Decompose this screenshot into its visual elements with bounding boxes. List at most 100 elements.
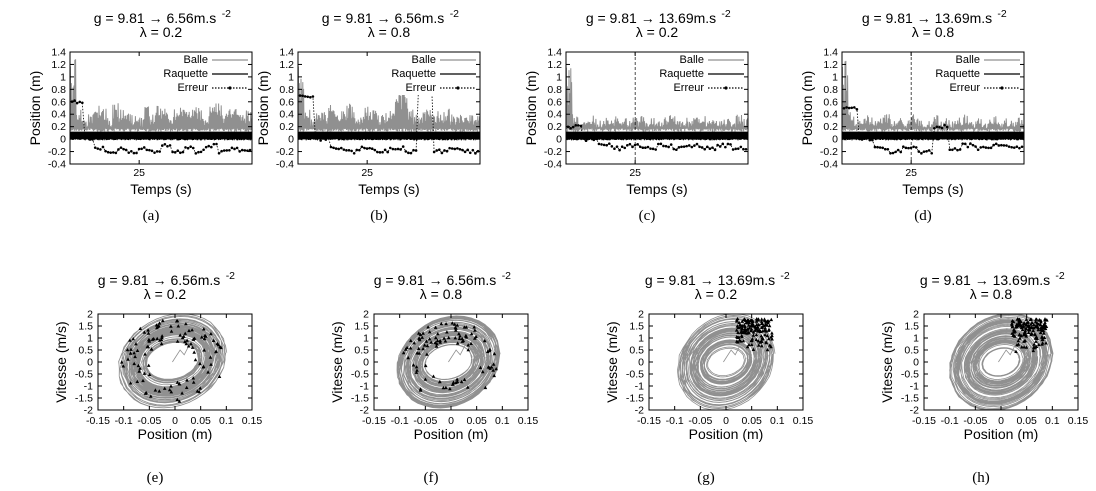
transient-trajectory	[172, 342, 191, 363]
event-marker	[1023, 328, 1027, 333]
erreur-point	[448, 146, 451, 150]
erreur-point	[130, 149, 133, 153]
erreur-point	[579, 124, 583, 128]
erreur-point	[412, 148, 415, 152]
erreur-point	[215, 142, 218, 146]
event-marker	[466, 343, 470, 347]
erreur-point	[930, 151, 934, 155]
panel-title-superscript: -2	[222, 8, 231, 20]
event-marker	[1010, 325, 1015, 329]
event-marker	[755, 328, 760, 332]
event-marker	[761, 329, 765, 333]
erreur-point	[873, 145, 877, 149]
panel-title-line1: g = 9.81 → 6.56m.s	[374, 272, 497, 288]
panel-title-line2: λ = 0.8	[970, 286, 1013, 302]
erreur-point	[620, 145, 624, 148]
event-marker	[455, 377, 459, 381]
event-marker	[734, 328, 739, 332]
y-axis-label: Vitesse (m/s)	[329, 321, 345, 402]
event-marker	[1011, 333, 1015, 337]
erreur-point	[713, 148, 717, 152]
event-marker	[414, 365, 419, 369]
erreur-point	[855, 107, 859, 111]
event-marker	[424, 339, 429, 343]
erreur-point	[155, 150, 159, 153]
event-marker	[1016, 342, 1021, 346]
legend-label-balle: Balle	[680, 54, 704, 66]
erreur-point	[360, 145, 364, 149]
x-axis-label: Position (m)	[689, 426, 764, 442]
event-marker	[766, 337, 771, 341]
erreur-point	[883, 147, 887, 151]
event-marker	[209, 362, 213, 366]
panel-caption: (d)	[914, 208, 932, 224]
y-tick-label: -1.5	[626, 393, 644, 405]
event-marker	[464, 333, 468, 338]
event-marker	[767, 324, 772, 328]
legend-label-erreur: Erreur	[673, 82, 704, 94]
event-marker	[411, 363, 416, 367]
y-tick-label: -0.5	[75, 369, 93, 381]
transient-trajectory	[723, 342, 742, 363]
x-tick-label: 0	[723, 415, 729, 427]
event-marker	[746, 318, 751, 322]
y-tick-label: 0.4	[51, 109, 66, 121]
y-tick-label: 1.5	[354, 321, 369, 333]
event-marker	[754, 333, 759, 337]
event-marker	[760, 324, 765, 329]
y-tick-label: 0.6	[51, 96, 66, 108]
erreur-point	[927, 149, 931, 152]
y-tick-label: 0.8	[279, 84, 294, 96]
panel-c: g = 9.81 → 13.69m.s -2 λ = 0.2 Balle Raquett…	[523, 8, 749, 224]
event-marker	[1034, 317, 1039, 321]
event-marker	[202, 336, 207, 341]
erreur-point	[899, 150, 903, 154]
event-marker	[749, 323, 754, 327]
event-marker	[765, 323, 769, 327]
event-marker	[427, 337, 432, 341]
erreur-point	[321, 136, 325, 140]
y-tick-label: -0.5	[626, 369, 644, 381]
y-tick-label: 1.2	[823, 59, 838, 71]
event-marker	[735, 318, 739, 322]
event-marker	[1019, 319, 1023, 323]
event-marker	[450, 321, 455, 325]
event-marker	[1019, 326, 1024, 330]
event-marker	[149, 347, 154, 351]
erreur-point	[951, 148, 954, 152]
erreur-point	[574, 124, 578, 127]
erreur-point	[303, 95, 307, 98]
y-tick-label: -1	[910, 381, 919, 393]
y-tick-label: 0.4	[279, 109, 294, 121]
erreur-point	[994, 142, 998, 146]
event-marker	[759, 321, 764, 325]
event-marker	[747, 343, 751, 347]
panel-g: g = 9.81 → 13.69m.s -2λ = 0.221.510.50-0.…	[604, 270, 813, 486]
erreur-point	[350, 149, 353, 153]
event-marker	[488, 347, 492, 351]
y-tick-label: -0.4	[820, 159, 838, 171]
erreur-point	[912, 145, 915, 149]
event-marker	[454, 380, 458, 385]
event-marker	[422, 343, 427, 347]
erreur-point	[1018, 146, 1021, 150]
legend-marker-erreur	[228, 86, 232, 90]
x-tick-label: 0.05	[466, 415, 487, 427]
event-marker	[455, 323, 460, 327]
x-tick-label: -0.15	[86, 415, 110, 427]
erreur-point	[641, 146, 645, 149]
erreur-point	[391, 147, 395, 151]
event-marker	[753, 325, 758, 329]
erreur-point	[886, 147, 890, 151]
series-raquette-line	[69, 131, 253, 141]
erreur-point	[860, 138, 864, 141]
erreur-point	[166, 144, 169, 148]
panel-d: g = 9.81 → 13.69m.s -2 λ = 0.8 Balle Raquett…	[799, 8, 1025, 224]
erreur-point	[150, 149, 154, 153]
erreur-point	[414, 149, 418, 152]
x-tick-label: -0.05	[137, 415, 161, 427]
event-marker	[180, 391, 184, 395]
erreur-point	[974, 145, 977, 148]
event-marker	[1029, 322, 1033, 326]
erreur-point	[173, 151, 177, 154]
